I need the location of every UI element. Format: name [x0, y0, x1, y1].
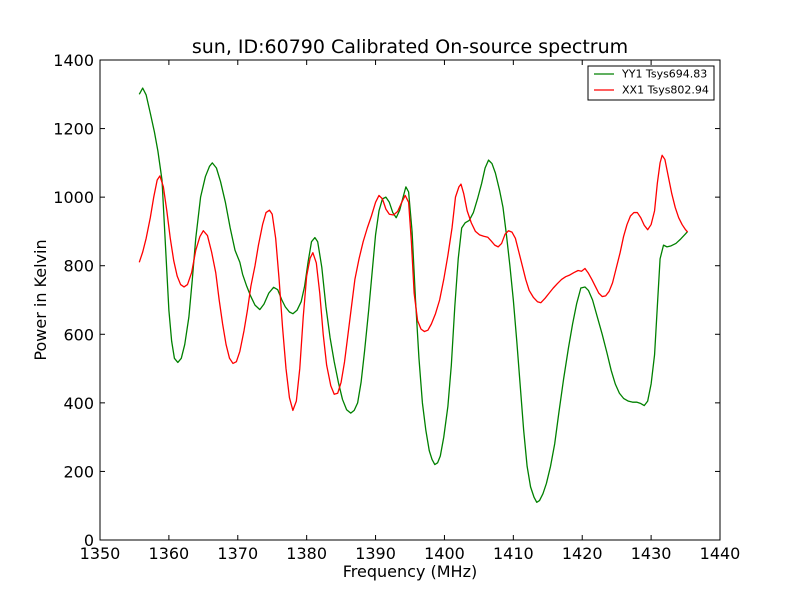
y-tick-label: 400	[63, 394, 94, 413]
series-line-xx1	[138, 154, 689, 412]
x-tick-label: 1350	[80, 544, 121, 563]
y-tick-label: 1400	[53, 51, 94, 70]
legend: YY1 Tsys694.83 XX1 Tsys802.94	[587, 65, 715, 101]
y-tick-label: 200	[63, 462, 94, 481]
legend-label-xx1: XX1 Tsys802.94	[622, 84, 709, 97]
x-tick-label: 1380	[286, 544, 327, 563]
y-tick-label: 600	[63, 325, 94, 344]
legend-label-yy1: YY1 Tsys694.83	[621, 68, 707, 81]
x-tick-label: 1440	[700, 544, 741, 563]
x-tick-label: 1390	[355, 544, 396, 563]
y-tick-label: 800	[63, 257, 94, 276]
x-tick-label: 1400	[424, 544, 465, 563]
y-tick-label: 0	[84, 531, 94, 550]
legend-box	[587, 65, 715, 101]
chart-title: sun, ID:60790 Calibrated On-source spect…	[192, 36, 628, 58]
x-tick-label: 1410	[493, 544, 534, 563]
y-axis-label: Power in Kelvin	[31, 239, 50, 360]
x-tick-label: 1420	[562, 544, 603, 563]
y-axis: 0 200 400 600 800 1000 1200 1400	[53, 51, 720, 550]
x-axis: 1350 1360 1370 1380 1390 1400 1410 1420 1430 1440	[80, 60, 741, 563]
x-axis-label: Frequency (MHz)	[343, 562, 477, 581]
x-tick-label: 1360	[149, 544, 190, 563]
x-tick-label: 1430	[631, 544, 672, 563]
y-tick-label: 1200	[53, 120, 94, 139]
axes-frame	[99, 59, 721, 541]
y-tick-label: 1000	[53, 188, 94, 207]
plot-area	[138, 87, 689, 503]
x-tick-label: 1370	[217, 544, 258, 563]
